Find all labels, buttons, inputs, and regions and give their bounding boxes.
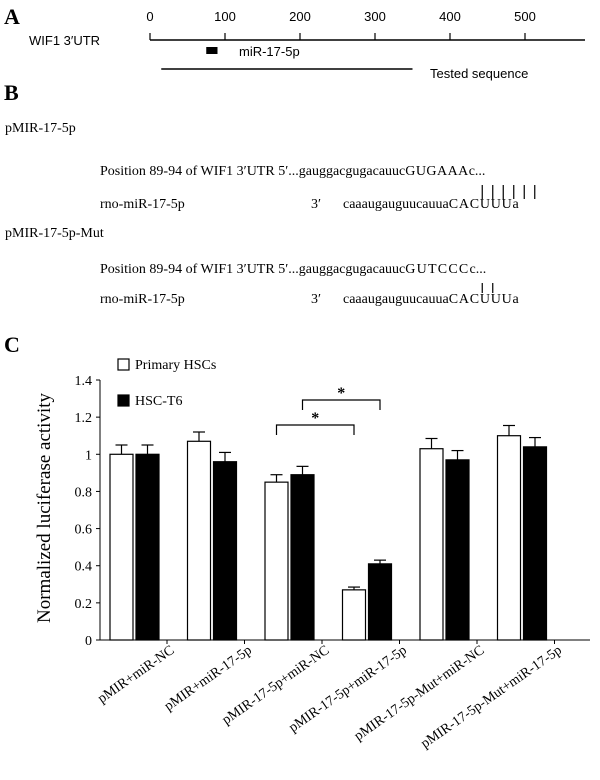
utr-tick-label-300: 300 [364,9,386,24]
x-tick-label: pMIR-17-5p-Mut+miR-17-5p [418,643,564,752]
y-tick-label: 0.8 [75,485,93,500]
utr-tick-label-0: 0 [146,9,153,24]
bar-hsc-t6-3 [367,563,393,641]
y-axis-label: Normalized luciferase activity [34,393,55,624]
bar-hsc-t6-4 [445,459,470,641]
y-axis-ticks: 0 0.2 0.4 0.6 0.8 1 1.2 1.4 [75,374,100,649]
significance-bracket [301,399,381,410]
error-bars [115,424,541,590]
y-tick-label: 1.4 [75,374,93,389]
mirna-site-marker [206,47,218,54]
construct-mut-mir-tail: a [512,292,519,307]
bar-primary-hscs-3 [341,589,367,641]
y-tick-label: 0.4 [75,560,93,575]
utr-tick-label-200: 200 [289,9,311,24]
y-tick-label: 1 [85,448,92,463]
construct-wt-mir-end: 3′ [311,197,321,212]
legend-swatch-primary-hscs [117,358,130,371]
construct-wt-mir-lower: caaaugauguucauua [343,197,449,212]
utr-axis-ticks: 0 100 200 300 400 500 [146,9,536,40]
chart-legend: Primary HSCs HSC-T6 [117,358,216,409]
construct-mut-mir-row: 3′ caaaugauguucauuaCACUUUa [311,292,519,307]
construct-wt-utr-row: Position 89-94 of WIF1 3′UTR 5′...gaugga… [100,164,485,179]
bar-primary-hscs-5 [496,435,522,641]
panel-c-letter: C [4,332,20,357]
construct-mut-name: pMIR-17-5p-Mut [5,226,104,241]
legend-label: Primary HSCs [135,358,216,373]
construct-wt-mir-row: 3′ caaaugauguucauuaCACUUUa [311,197,519,212]
x-axis-labels: pMIR+miR-NCpMIR+miR-17-5ppMIR-17-5p+miR-… [95,643,564,752]
mirna-site-label: miR-17-5p [239,44,300,59]
utr-tick-label-400: 400 [439,9,461,24]
construct-mut-mir-lower: caaaugauguucauua [343,292,449,307]
x-tick-label: pMIR-17-5p-Mut+miR-NC [352,643,487,744]
panel-b-letter: B [4,80,19,105]
construct-mut-utr-lower: gauggacgugacauuc [299,262,406,277]
construct-wt-name: pMIR-17-5p [5,121,76,136]
significance-brackets: ** [275,385,381,435]
construct-wt-utr-seed: GUGAAA [405,164,469,179]
bar-primary-hscs-4 [419,448,444,641]
y-tick-label: 0.6 [75,523,93,538]
bar-primary-hscs-0 [109,453,134,641]
y-tick-label: 0.2 [75,597,93,612]
bar-hsc-t6-0 [135,453,160,641]
construct-mut-utr-seed: GUTCCC [405,262,468,277]
construct-mut-utr-label: Position 89-94 of WIF1 3′UTR 5′... [100,262,299,277]
construct-wt-utr-label: Position 89-94 of WIF1 3′UTR 5′... [100,164,299,179]
utr-tick-label-500: 500 [514,9,536,24]
bar-hsc-t6-2 [290,474,315,641]
utr-tick-label-100: 100 [214,9,236,24]
construct-mut-base-pair-lines [481,283,494,293]
construct-mut-mir-seed: CACUUU [449,292,512,307]
construct-wt-mir-seed: CACUUU [449,197,512,212]
construct-wt-mir-label: rno-miR-17-5p [100,197,185,212]
x-tick-label: pMIR+miR-NC [95,643,177,707]
construct-wt-utr-tail: c... [469,164,486,179]
construct-wt-mir-tail: a [512,197,519,212]
tested-sequence-label: Tested sequence [430,66,528,81]
legend-label: HSC-T6 [135,394,182,409]
construct-mut-utr-tail: c... [469,262,486,277]
significance-bracket [275,424,355,435]
bar-primary-hscs-2 [264,481,289,641]
chart-bars [109,435,548,641]
construct-mut-mir-label: rno-miR-17-5p [100,292,185,307]
construct-wt-base-pair-lines [481,185,536,199]
wif1-utr-label: WIF1 3′UTR [29,33,100,48]
bar-primary-hscs-1 [186,440,212,641]
construct-mut-utr-row: Position 89-94 of WIF1 3′UTR 5′...gaugga… [100,262,486,277]
significance-star: * [337,385,345,402]
construct-wt-utr-lower: gauggacgugacauuc [299,164,406,179]
y-tick-label: 1.2 [75,411,93,426]
panel-a-letter: A [4,4,20,29]
bar-hsc-t6-1 [212,461,238,641]
significance-star: * [311,410,319,427]
construct-mut-mir-end: 3′ [311,292,321,307]
legend-swatch-hsc-t6 [117,394,130,407]
bar-hsc-t6-5 [522,446,548,641]
y-tick-label: 0 [85,634,92,649]
